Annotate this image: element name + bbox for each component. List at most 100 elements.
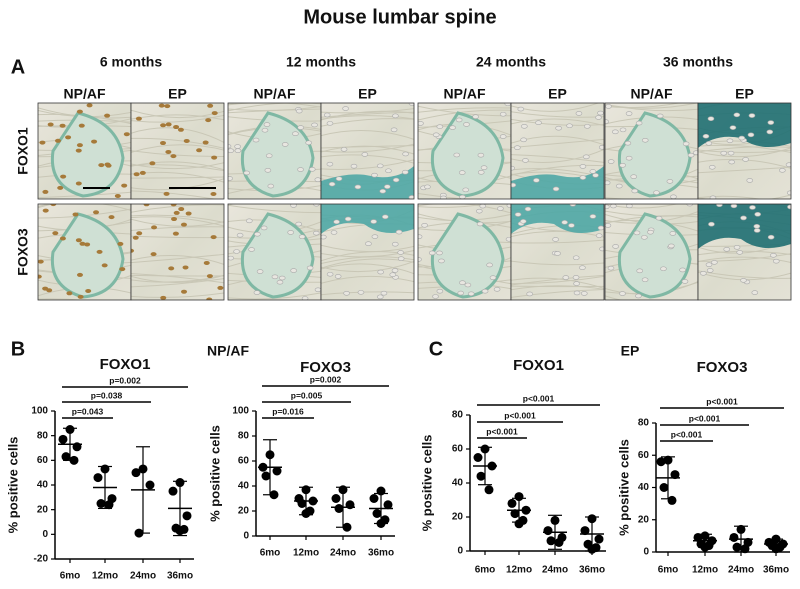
- cell: [605, 223, 612, 228]
- y-tick-label: 40: [238, 481, 250, 492]
- y-tick-label: -20: [34, 554, 49, 565]
- error-bar: [512, 497, 526, 523]
- cell: [326, 161, 334, 167]
- cell: [589, 214, 597, 219]
- y-tick-label: 20: [238, 506, 250, 517]
- cell: [59, 236, 66, 241]
- data-point: [369, 494, 379, 503]
- cell: [767, 234, 775, 240]
- cell: [75, 238, 82, 243]
- cell: [630, 174, 638, 179]
- cell: [65, 135, 72, 140]
- cell: [706, 268, 714, 273]
- cell: [311, 122, 318, 128]
- cell: [133, 172, 140, 177]
- cell: [573, 281, 580, 286]
- age-header: 36 months: [663, 54, 733, 70]
- fiber: [131, 214, 224, 223]
- stain-label: FOXO3: [15, 228, 31, 276]
- age-header: 24 months: [476, 54, 546, 70]
- y-tick-label: 60: [37, 455, 49, 466]
- fiber: [511, 239, 604, 244]
- cell: [365, 241, 372, 247]
- cell: [472, 114, 479, 119]
- image-frame: [130, 102, 225, 200]
- cell: [170, 154, 177, 159]
- error-bar: [769, 538, 783, 550]
- x-tick-label: 24mo: [542, 565, 568, 576]
- x-tick-label: 12mo: [92, 571, 118, 582]
- cell: [392, 113, 399, 119]
- cell: [666, 179, 674, 184]
- cell: [217, 285, 224, 290]
- cell: [163, 191, 170, 196]
- y-tick-label: 100: [31, 406, 48, 417]
- x-tick-label: 6mo: [260, 548, 281, 559]
- cell: [384, 184, 391, 190]
- cell: [555, 125, 562, 131]
- cell: [139, 170, 146, 175]
- cell: [455, 117, 463, 123]
- data-point: [168, 486, 178, 496]
- cell: [742, 157, 749, 162]
- cell: [726, 138, 734, 144]
- fiber: [228, 108, 321, 114]
- cell: [75, 181, 82, 186]
- error-bar: [263, 439, 277, 496]
- cell: [243, 170, 251, 176]
- cell: [511, 182, 517, 188]
- y-tick-label: 40: [452, 478, 464, 489]
- cell: [708, 221, 715, 227]
- x-tick-label: 12mo: [506, 565, 532, 576]
- cell: [705, 141, 713, 146]
- cell: [738, 135, 746, 141]
- cell: [504, 103, 511, 107]
- cell: [624, 140, 632, 146]
- fiber: [511, 148, 604, 163]
- x-tick-label: 6mo: [658, 565, 679, 576]
- cell: [76, 272, 83, 277]
- y-axis-label: % positive cells: [419, 435, 434, 532]
- cell: [323, 112, 331, 118]
- cell: [253, 290, 261, 295]
- cell: [385, 168, 392, 174]
- cell: [607, 265, 615, 271]
- cell: [579, 164, 587, 169]
- y-tick-label: 60: [238, 456, 250, 467]
- panel-label: C: [429, 338, 443, 360]
- fiber: [321, 143, 414, 153]
- cell: [173, 125, 180, 130]
- data-point: [594, 534, 604, 544]
- cell: [597, 225, 604, 231]
- cell: [612, 129, 619, 135]
- cell: [376, 294, 384, 300]
- fiber: [131, 255, 224, 265]
- error-bar: [661, 456, 675, 500]
- cell: [475, 208, 483, 214]
- cell: [716, 204, 723, 207]
- data-point: [182, 511, 192, 521]
- cell: [271, 274, 279, 280]
- cell: [91, 139, 98, 144]
- fiber: [131, 176, 224, 179]
- cell: [432, 294, 439, 299]
- cell: [172, 231, 179, 236]
- fiber: [698, 256, 791, 263]
- cell: [228, 148, 234, 154]
- p-value: p=0.002: [109, 375, 141, 385]
- cell: [370, 219, 377, 224]
- data-point: [61, 452, 71, 462]
- cell: [178, 207, 185, 212]
- error-bar: [548, 514, 562, 550]
- micrograph: [321, 204, 414, 300]
- cell: [727, 150, 735, 156]
- cell: [554, 251, 561, 256]
- cell: [641, 235, 648, 240]
- cell: [254, 231, 261, 237]
- y-tick-label: 0: [243, 531, 249, 542]
- np-region: [430, 111, 505, 198]
- cell: [357, 290, 365, 295]
- cell: [104, 113, 111, 118]
- cell: [458, 170, 466, 175]
